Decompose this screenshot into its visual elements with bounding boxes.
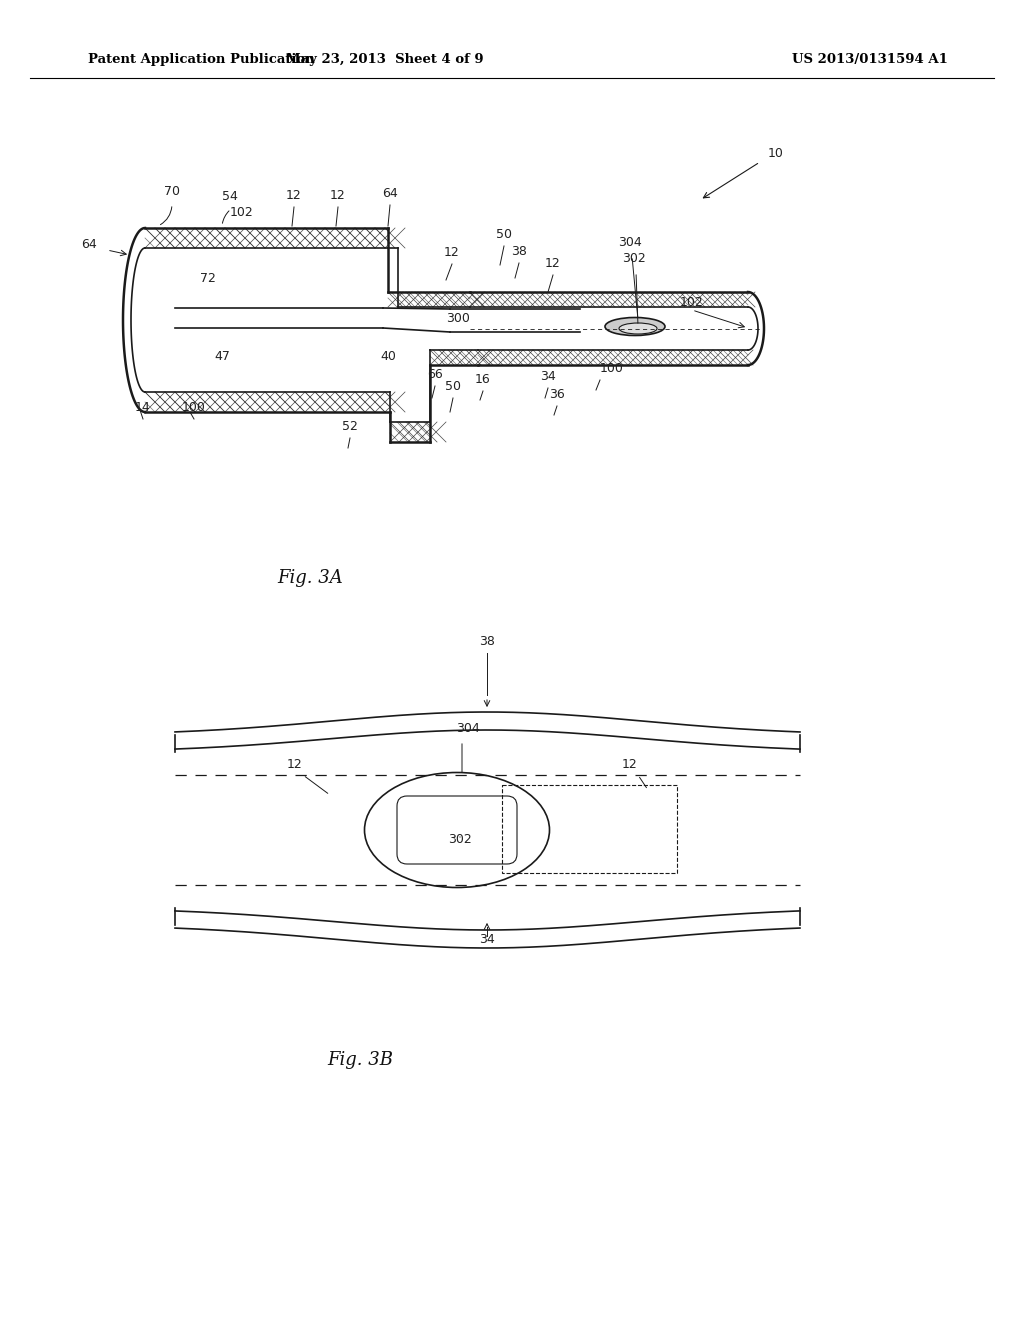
Text: 38: 38: [479, 635, 495, 648]
Text: 52: 52: [342, 420, 358, 433]
Text: May 23, 2013  Sheet 4 of 9: May 23, 2013 Sheet 4 of 9: [286, 54, 483, 66]
Text: Patent Application Publication: Patent Application Publication: [88, 54, 314, 66]
Text: 12: 12: [623, 758, 638, 771]
Text: 66: 66: [427, 368, 442, 381]
Text: 40: 40: [380, 350, 396, 363]
Text: 100: 100: [600, 362, 624, 375]
Ellipse shape: [618, 323, 657, 334]
Text: 12: 12: [444, 246, 460, 259]
Text: 16: 16: [475, 374, 490, 385]
Text: 34: 34: [540, 370, 556, 383]
Text: 64: 64: [81, 238, 97, 251]
Text: 54: 54: [222, 190, 238, 203]
Text: 302: 302: [449, 833, 472, 846]
Text: 38: 38: [511, 246, 527, 257]
Text: 102: 102: [680, 296, 703, 309]
Text: 12: 12: [545, 257, 561, 271]
Text: Fig. 3B: Fig. 3B: [327, 1051, 393, 1069]
Text: 102: 102: [230, 206, 254, 219]
Ellipse shape: [605, 318, 665, 335]
Text: 10: 10: [768, 147, 784, 160]
Text: 70: 70: [164, 185, 180, 198]
Text: 34: 34: [479, 933, 495, 946]
Text: 12: 12: [287, 758, 303, 771]
Text: 100: 100: [182, 401, 206, 414]
Text: 12: 12: [286, 189, 302, 202]
Text: 36: 36: [549, 388, 565, 401]
Text: Fig. 3A: Fig. 3A: [278, 569, 343, 587]
Bar: [502, 785, 677, 873]
Text: 50: 50: [496, 228, 512, 242]
Text: 12: 12: [330, 189, 346, 202]
Text: 300: 300: [446, 312, 470, 325]
Text: 64: 64: [382, 187, 398, 201]
Text: 302: 302: [622, 252, 646, 265]
Text: 14: 14: [135, 401, 151, 414]
Text: 50: 50: [445, 380, 461, 393]
Text: 47: 47: [214, 350, 230, 363]
Text: US 2013/0131594 A1: US 2013/0131594 A1: [792, 54, 948, 66]
Text: 304: 304: [618, 236, 642, 249]
Text: 72: 72: [200, 272, 216, 285]
Text: 304: 304: [456, 722, 480, 735]
